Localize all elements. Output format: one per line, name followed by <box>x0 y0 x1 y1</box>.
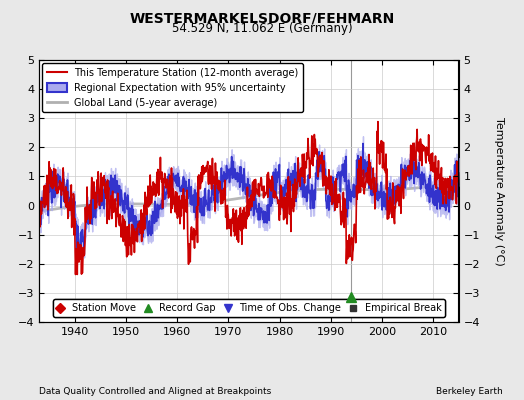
Text: 54.529 N, 11.062 E (Germany): 54.529 N, 11.062 E (Germany) <box>172 22 352 35</box>
Text: Data Quality Controlled and Aligned at Breakpoints: Data Quality Controlled and Aligned at B… <box>39 387 271 396</box>
Text: Berkeley Earth: Berkeley Earth <box>436 387 503 396</box>
Legend: Station Move, Record Gap, Time of Obs. Change, Empirical Break: Station Move, Record Gap, Time of Obs. C… <box>52 299 445 317</box>
Y-axis label: Temperature Anomaly (°C): Temperature Anomaly (°C) <box>494 117 504 265</box>
Text: WESTERMARKELSDORF/FEHMARN: WESTERMARKELSDORF/FEHMARN <box>129 11 395 25</box>
